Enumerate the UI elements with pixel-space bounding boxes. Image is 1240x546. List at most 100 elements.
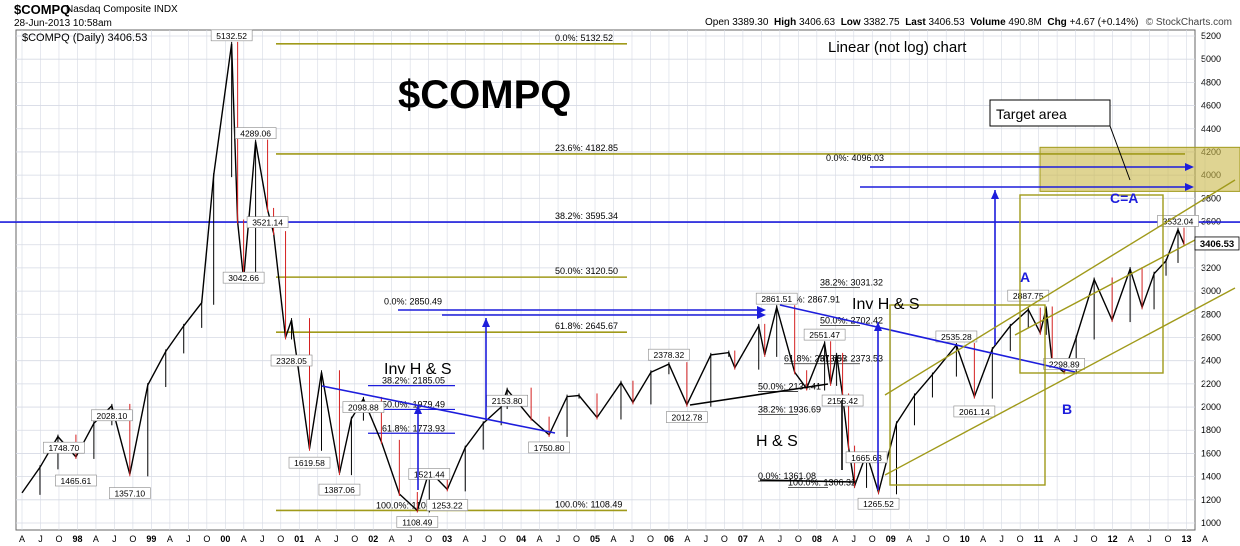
x-tick-label: A <box>315 534 321 544</box>
y-tick-label: 4600 <box>1201 101 1221 111</box>
x-tick-label: O <box>425 534 432 544</box>
x-tick-label: 10 <box>960 534 970 544</box>
volume-value: 490.8M <box>1008 17 1042 28</box>
y-tick-label: 3800 <box>1201 193 1221 203</box>
x-tick-label: A <box>906 534 912 544</box>
x-tick-label: O <box>277 534 284 544</box>
peak-label: 2378.32 <box>654 350 685 360</box>
peak-label-box <box>857 497 900 510</box>
peak-label-box <box>426 499 469 511</box>
x-tick-label: O <box>647 534 654 544</box>
y-tick-label: 1600 <box>1201 448 1221 458</box>
peak-label: 3042.66 <box>228 273 259 283</box>
x-tick-label: 08 <box>812 534 822 544</box>
y-tick-label: 1000 <box>1201 518 1221 528</box>
chart-annotation: B <box>1062 401 1072 417</box>
x-tick-label: A <box>832 534 838 544</box>
fib-2008-label: 38.2%: 3031.32 <box>820 277 883 287</box>
peak-label-box <box>935 330 978 343</box>
y-tick-label: 2600 <box>1201 332 1221 342</box>
fib-2007-label: 0.0%: 2867.91 <box>782 294 840 304</box>
arrow-head <box>414 405 422 414</box>
x-tick-label: J <box>260 534 265 544</box>
x-tick-label: 12 <box>1108 534 1118 544</box>
x-tick-label: J <box>1147 534 1152 544</box>
fib-level-label: 0.0%: 5132.52 <box>555 33 613 43</box>
y-tick-label: 1800 <box>1201 425 1221 435</box>
x-tick-label: A <box>1128 534 1134 544</box>
callout-box <box>989 99 1111 127</box>
x-tick-label: J <box>925 534 930 544</box>
callout-pointer <box>1109 125 1131 181</box>
peak-label: 2098.88 <box>348 403 379 413</box>
x-tick-label: O <box>869 534 876 544</box>
high-value: 3406.63 <box>798 17 836 28</box>
y-tick-label: 1400 <box>1201 472 1221 482</box>
copyright: © StockCharts.com <box>1145 17 1232 28</box>
peak-label: 1253.22 <box>432 501 463 511</box>
peak-label-box <box>43 441 85 454</box>
x-tick-label: J <box>112 534 117 544</box>
x-tick-label: A <box>980 534 986 544</box>
y-tick-label: 4800 <box>1201 77 1221 87</box>
x-tick-label: A <box>1054 534 1060 544</box>
peak-label-box <box>318 483 361 496</box>
peak-label: 1357.10 <box>114 489 145 499</box>
fib-2008-label: 61.8%: 2373.53 <box>784 354 847 364</box>
chart-annotation: Inv H & S <box>852 296 920 313</box>
x-tick-label: O <box>499 534 506 544</box>
open-label: Open <box>705 17 730 28</box>
x-tick-label: O <box>1017 534 1024 544</box>
arrow-head <box>1185 183 1194 191</box>
last-value: 3406.53 <box>928 17 965 28</box>
y-tick-label: 2800 <box>1201 309 1221 319</box>
y-tick-label: 2400 <box>1201 356 1221 366</box>
y-tick-label: 3000 <box>1201 286 1221 296</box>
x-tick-label: A <box>684 534 690 544</box>
chg-value: +4.67 (+0.14%) <box>1069 17 1139 28</box>
open-value: 3389.30 <box>732 17 769 28</box>
x-tick-label: 09 <box>886 534 896 544</box>
x-tick-label: O <box>203 534 210 544</box>
fib-2008-label: 61.8%: 2373.53 <box>820 354 883 364</box>
peak-label: 2012.78 <box>671 413 702 423</box>
pattern-box <box>1019 194 1164 374</box>
chart-symbol: $COMPQ <box>14 2 71 17</box>
chart-annotation: Inv H & S <box>384 361 452 378</box>
chart-annotation: H & S <box>756 433 798 450</box>
peak-label-box <box>408 468 451 480</box>
x-tick-label: 00 <box>220 534 230 544</box>
y-tick-label: 5200 <box>1201 31 1221 41</box>
quote-strip: Open 3389.30 High 3406.63 Low 3382.75 La… <box>705 17 1139 28</box>
fib-target-label: 0.0%: 4096.03 <box>826 153 884 163</box>
trend-line <box>321 385 556 434</box>
low-label: Low <box>840 17 861 28</box>
x-tick-label: 04 <box>516 534 526 544</box>
x-tick-label: J <box>999 534 1004 544</box>
fib-level-label: 23.6%: 4182.85 <box>555 143 618 153</box>
trend-line <box>779 304 1076 373</box>
arrow-head <box>482 318 490 327</box>
peak-label-box <box>845 451 888 464</box>
x-tick-label: O <box>943 534 950 544</box>
peak-label: 3521.14 <box>252 218 283 228</box>
peak-label: 3532.04 <box>1163 216 1194 226</box>
peak-label: 2028.10 <box>96 411 127 421</box>
y-tick-label: 2000 <box>1201 402 1221 412</box>
hs-arrow <box>759 479 856 483</box>
x-tick-label: A <box>463 534 469 544</box>
chart-date: 28-Jun-2013 10:58am <box>14 18 112 29</box>
x-tick-label: J <box>334 534 339 544</box>
fib-2002-label: 61.8%: 1773.93 <box>382 423 445 433</box>
peak-label-box <box>109 487 151 499</box>
x-tick-label: A <box>241 534 247 544</box>
peak-label-box <box>246 216 289 228</box>
peak-label: 1265.52 <box>863 499 894 509</box>
x-tick-label: O <box>129 534 136 544</box>
x-tick-label: J <box>408 534 413 544</box>
y-tick-label: 1200 <box>1201 495 1221 505</box>
fib-level-label: 50.0%: 3120.50 <box>555 266 618 276</box>
peak-label-box <box>396 516 439 528</box>
x-tick-label: 01 <box>294 534 304 544</box>
peak-label: 2551.47 <box>809 330 840 340</box>
